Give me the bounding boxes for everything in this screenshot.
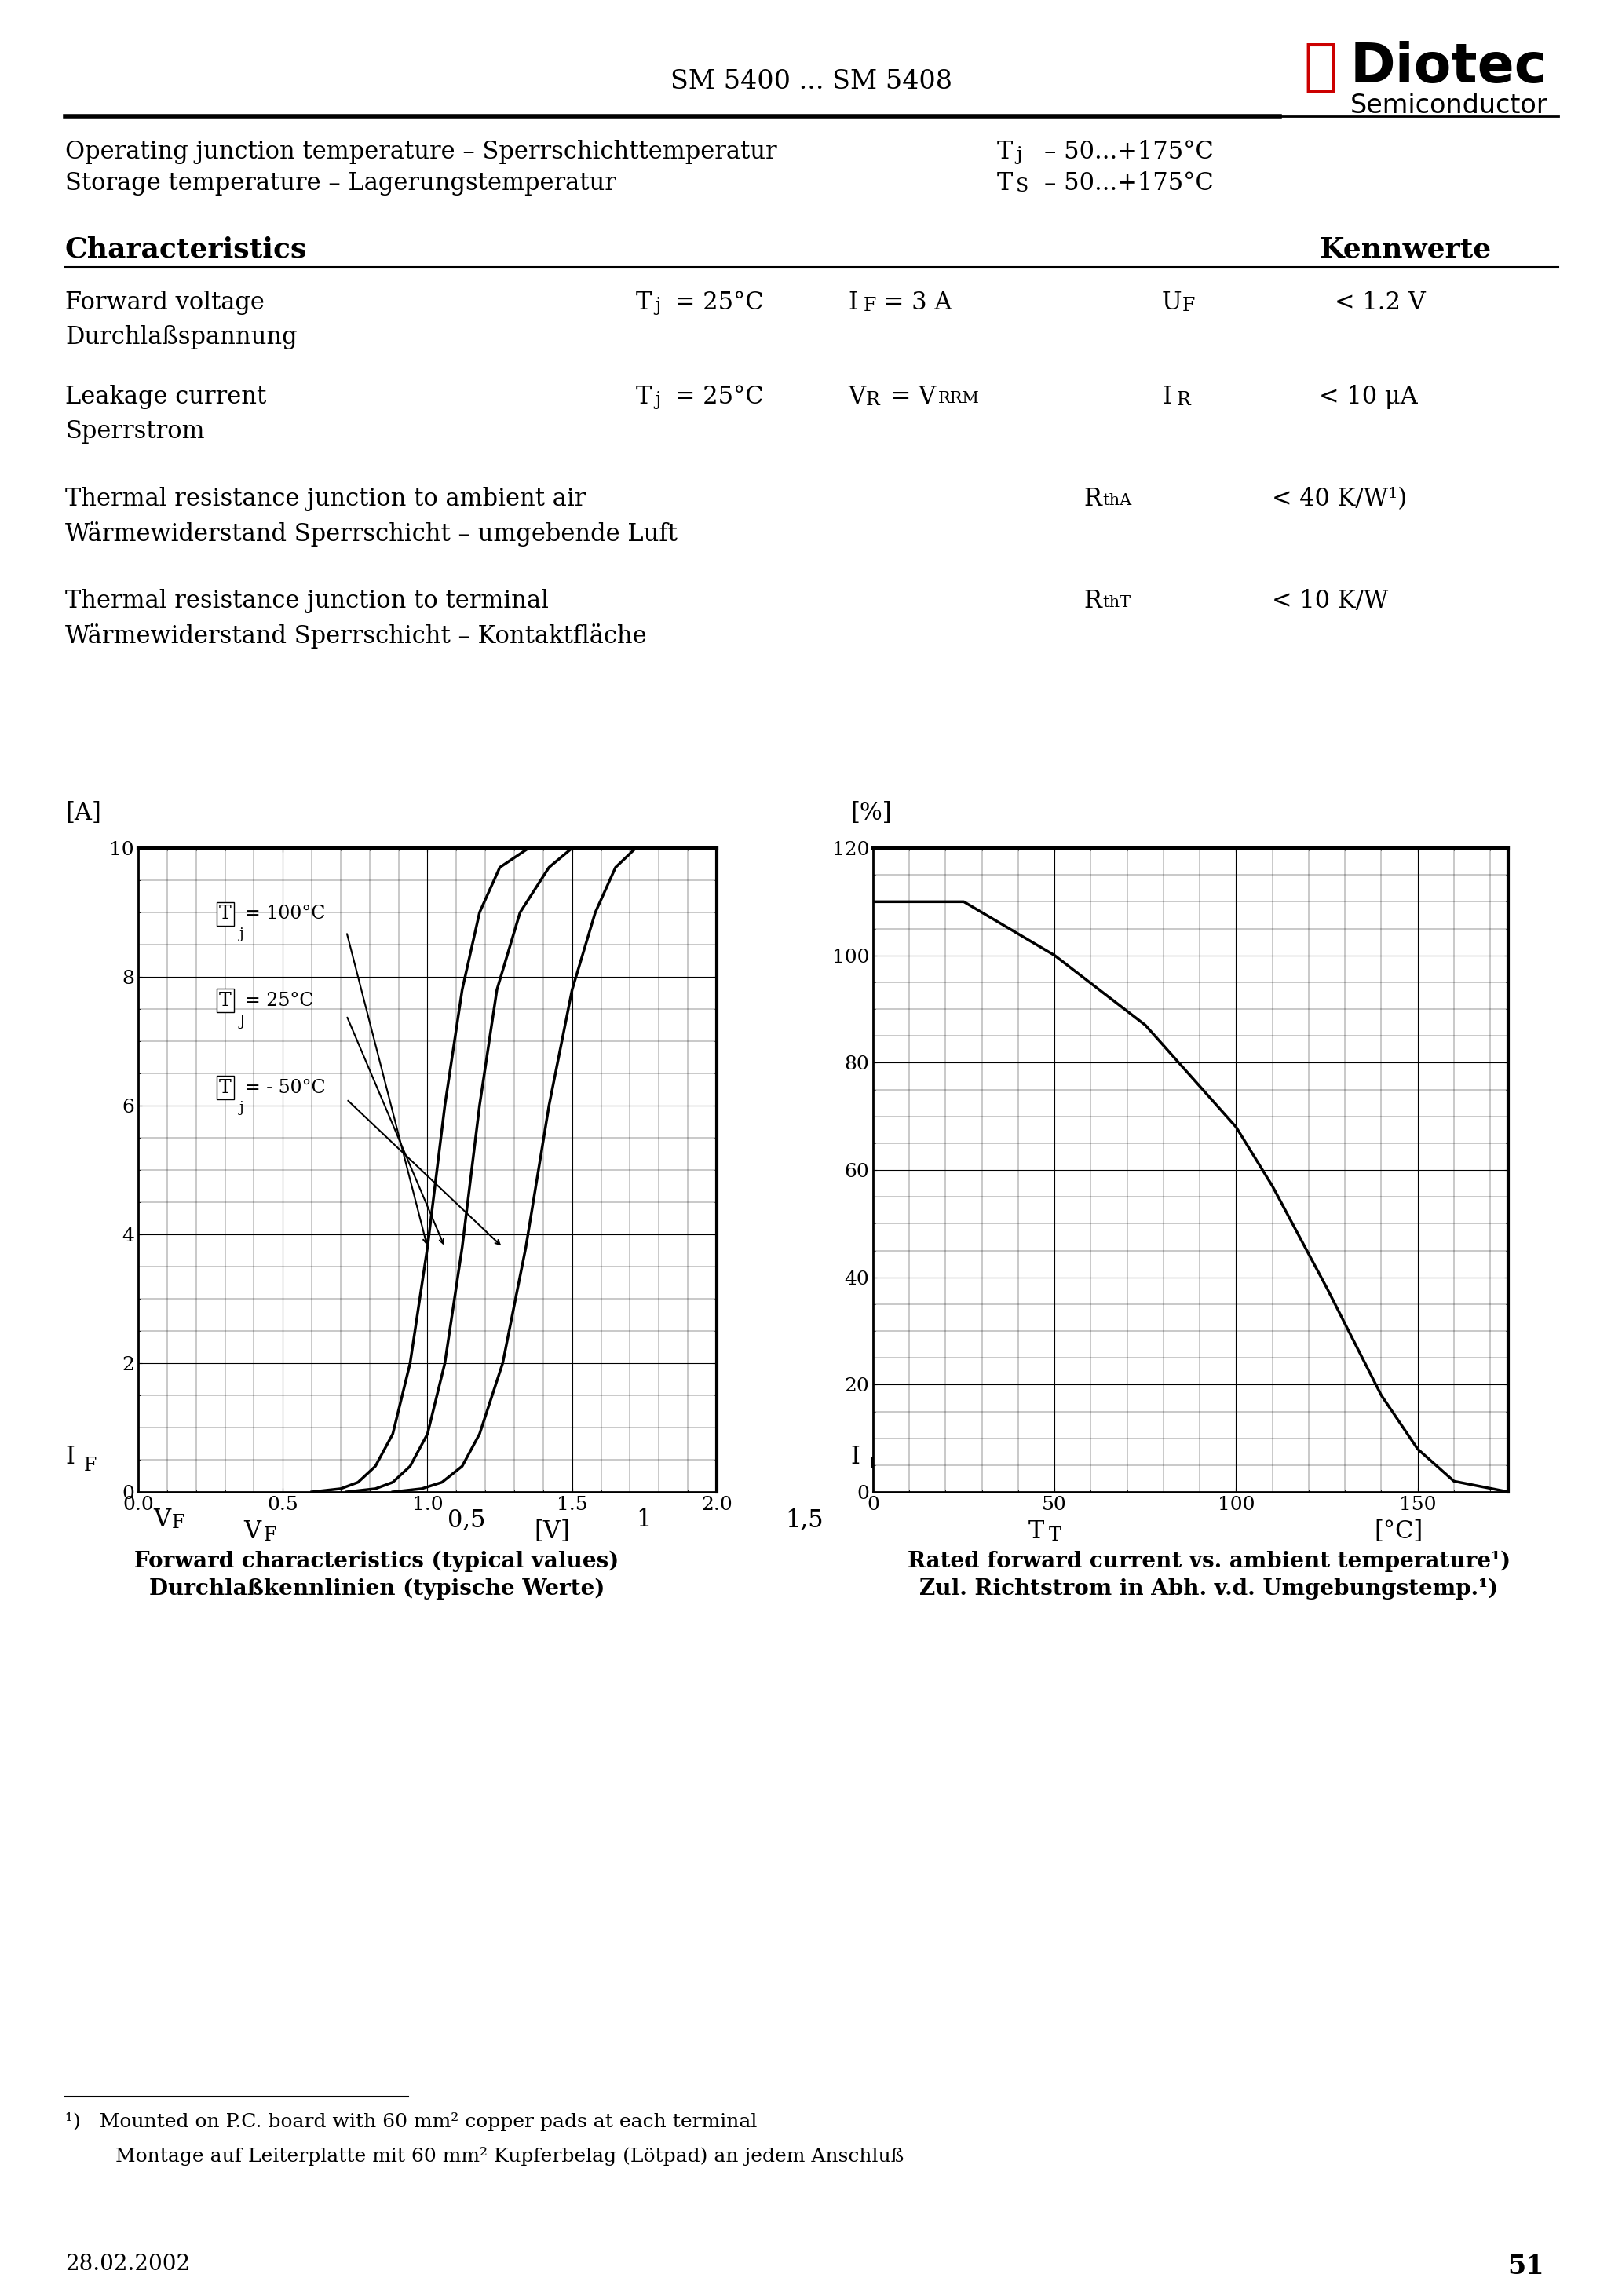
Text: = 25°C: = 25°C [667,386,764,409]
Text: < 10 μA: < 10 μA [1319,386,1418,409]
Text: 28.02.2002: 28.02.2002 [65,2255,190,2275]
Text: I: I [65,1444,75,1469]
Text: T: T [1049,1527,1061,1545]
Text: 1: 1 [636,1508,652,1531]
Text: R: R [1083,487,1101,512]
Text: T: T [636,292,652,315]
Text: J: J [238,1015,245,1029]
Text: I: I [848,292,856,315]
Text: = V: = V [884,386,936,409]
Text: Rated forward current vs. ambient temperature¹): Rated forward current vs. ambient temper… [908,1550,1510,1573]
Text: [A]: [A] [65,801,101,824]
Text: F: F [264,1527,277,1545]
Text: 0,5: 0,5 [448,1508,485,1531]
Text: j: j [238,1102,243,1116]
Text: Operating junction temperature – Sperrschichttemperatur: Operating junction temperature – Sperrsc… [65,140,777,163]
Text: Thermal resistance junction to ambient air: Thermal resistance junction to ambient a… [65,487,586,512]
Text: < 10 K/W: < 10 K/W [1272,588,1388,613]
Text: Ｊ: Ｊ [1302,39,1337,94]
Text: R: R [866,390,879,409]
Text: Forward characteristics (typical values): Forward characteristics (typical values) [135,1550,620,1573]
Text: < 1.2 V: < 1.2 V [1335,292,1426,315]
Text: F: F [84,1456,97,1474]
Text: FAV: FAV [869,1456,902,1472]
Text: Semiconductor: Semiconductor [1351,92,1547,119]
Text: Wärmewiderstand Sperrschicht – umgebende Luft: Wärmewiderstand Sperrschicht – umgebende… [65,521,678,546]
Text: = - 50°C: = - 50°C [245,1079,326,1097]
Text: F: F [1182,296,1195,315]
Text: = 25°C: = 25°C [245,992,313,1010]
Text: = 25°C: = 25°C [667,292,764,315]
Text: T: T [219,905,232,923]
Text: Storage temperature – Lagerungstemperatur: Storage temperature – Lagerungstemperatu… [65,172,616,195]
Text: Kennwerte: Kennwerte [1320,236,1492,262]
Text: = 100°C: = 100°C [245,905,326,923]
Text: I: I [1161,386,1171,409]
Text: 51: 51 [1507,2255,1544,2280]
Text: V: V [152,1508,170,1531]
Text: j: j [1015,147,1022,163]
Text: F: F [863,296,876,315]
Text: [%]: [%] [850,801,892,824]
Text: – 50...+175°C: – 50...+175°C [1045,140,1213,163]
Text: j: j [238,928,243,941]
Text: [V]: [V] [534,1520,569,1543]
Text: Durchlaßspannung: Durchlaßspannung [65,326,297,349]
Text: 1,5: 1,5 [785,1508,824,1531]
Text: Wärmewiderstand Sperrschicht – Kontaktfläche: Wärmewiderstand Sperrschicht – Kontaktfl… [65,625,647,647]
Text: SM 5400 ... SM 5408: SM 5400 ... SM 5408 [670,69,952,94]
Text: = 3 A: = 3 A [876,292,952,315]
Text: – 50...+175°C: – 50...+175°C [1045,172,1213,195]
Text: Durchlaßkennlinien (typische Werte): Durchlaßkennlinien (typische Werte) [149,1577,605,1600]
Text: Forward voltage: Forward voltage [65,292,264,315]
Text: Sperrstrom: Sperrstrom [65,420,204,443]
Text: j: j [655,390,660,409]
Text: RRM: RRM [938,390,980,406]
Text: V: V [848,386,865,409]
Text: V: V [243,1520,261,1543]
Text: T: T [219,992,232,1010]
Text: T: T [998,140,1014,163]
Text: Thermal resistance junction to terminal: Thermal resistance junction to terminal [65,588,548,613]
Text: U: U [1161,292,1182,315]
Text: thA: thA [1103,494,1132,507]
Text: Diotec: Diotec [1351,41,1547,94]
Text: T: T [219,1079,232,1097]
Text: S: S [1015,177,1028,195]
Text: Zul. Richtstrom in Abh. v.d. Umgebungstemp.¹): Zul. Richtstrom in Abh. v.d. Umgebungste… [920,1577,1499,1600]
Text: R: R [1083,588,1101,613]
Text: [°C]: [°C] [1374,1520,1422,1543]
Text: thT: thT [1103,595,1131,611]
Text: Characteristics: Characteristics [65,236,307,262]
Text: j: j [655,296,660,315]
Text: Leakage current: Leakage current [65,386,266,409]
Text: F: F [172,1513,185,1531]
Text: Montage auf Leiterplatte mit 60 mm² Kupferbelag (Lötpad) an jedem Anschluß: Montage auf Leiterplatte mit 60 mm² Kupf… [65,2147,903,2165]
Text: T: T [636,386,652,409]
Text: T: T [1028,1520,1045,1543]
Text: < 40 K/W¹): < 40 K/W¹) [1272,487,1406,512]
Text: I: I [850,1444,860,1469]
Text: ¹)   Mounted on P.C. board with 60 mm² copper pads at each terminal: ¹) Mounted on P.C. board with 60 mm² cop… [65,2112,757,2131]
Text: R: R [1178,390,1191,409]
Text: T: T [998,172,1014,195]
